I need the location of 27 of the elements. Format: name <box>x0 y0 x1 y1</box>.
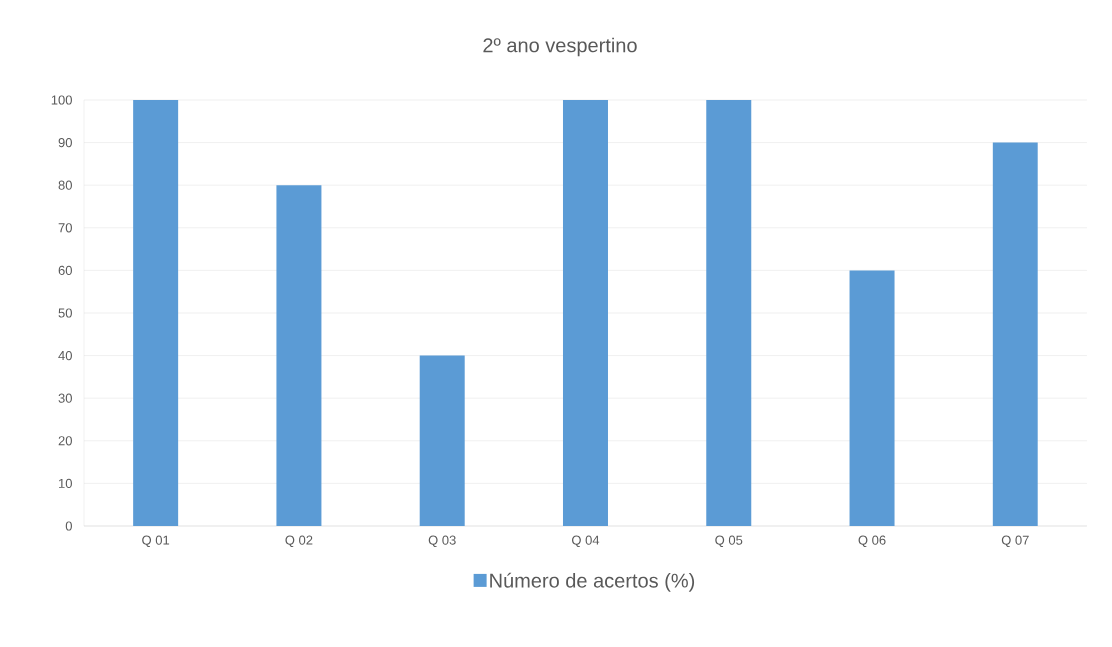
chart-title: 2º ano vespertino <box>483 37 637 57</box>
bar <box>133 99 179 526</box>
y-tick-label: 10 <box>59 478 72 488</box>
bar <box>849 270 895 526</box>
x-tick-label: Q 05 <box>715 535 743 548</box>
y-tick-label: 20 <box>58 436 72 446</box>
bar <box>706 99 752 526</box>
x-tick-label: Q 06 <box>858 535 886 548</box>
x-tick-label: Q 01 <box>142 535 170 548</box>
y-tick-label: 90 <box>58 137 72 148</box>
y-tick-label: 100 <box>51 95 72 105</box>
y-tick-label: 70 <box>58 223 72 233</box>
x-tick-label: Q 07 <box>1001 535 1029 548</box>
legend-label: Número de acertos (%) <box>490 572 695 592</box>
y-tick-label: 50 <box>58 308 72 318</box>
y-tick-label: 60 <box>58 265 72 275</box>
x-tick-label: Q 02 <box>285 535 313 548</box>
bar <box>562 99 608 526</box>
y-tick-label: 40 <box>58 350 72 361</box>
x-tick-label: Q 04 <box>572 535 600 548</box>
y-tick-label: 80 <box>58 180 72 190</box>
y-tick-label: 0 <box>65 521 72 531</box>
bar <box>992 142 1038 526</box>
bar <box>419 355 465 526</box>
bar <box>276 185 322 526</box>
y-tick-label: 30 <box>58 393 72 403</box>
x-tick-label: Q 03 <box>428 535 456 548</box>
